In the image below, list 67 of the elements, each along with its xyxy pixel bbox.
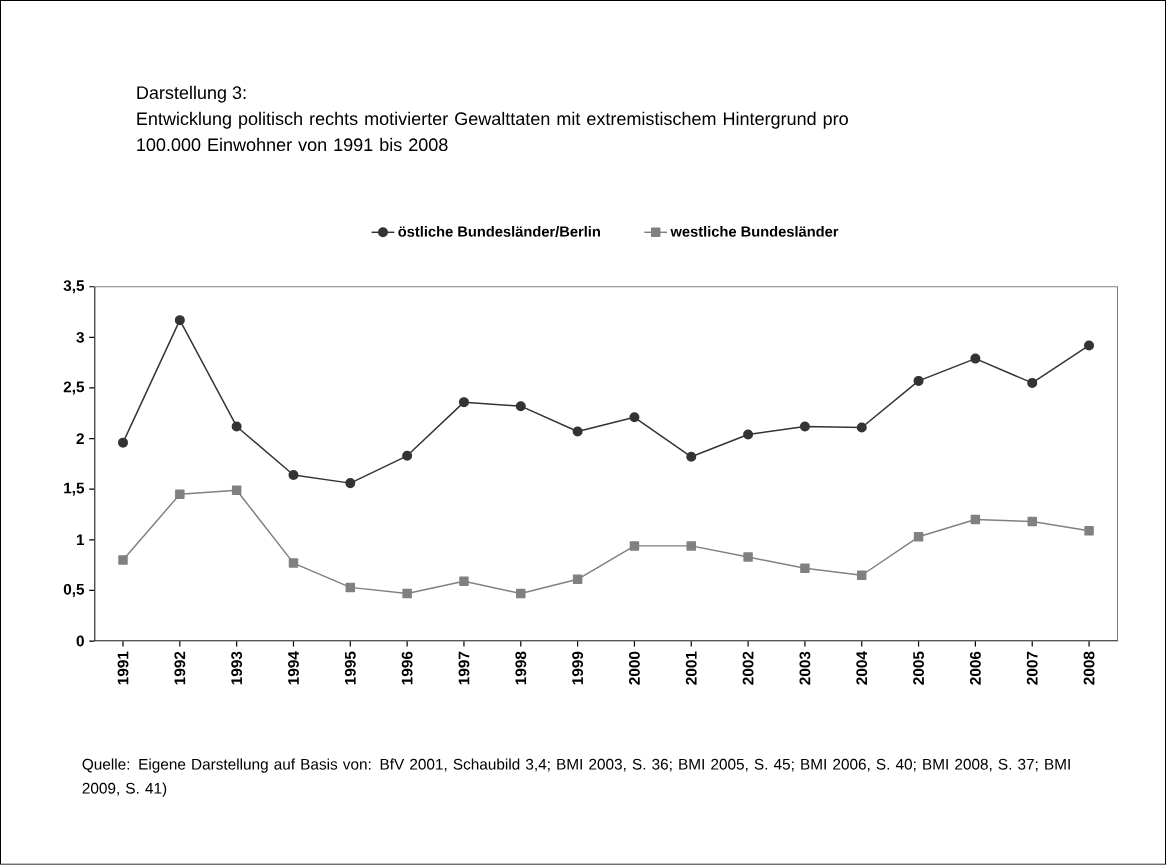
legend-label: westliche Bundesländer xyxy=(670,226,839,237)
x-tick-label: 2003 xyxy=(799,651,811,685)
y-tick-label: 3 xyxy=(76,332,84,343)
point xyxy=(345,582,356,593)
x-tick-label: 1999 xyxy=(572,651,584,685)
point xyxy=(288,558,299,568)
chart-subtitle: Entwicklung politisch rechts motivierter Gewalttaten mit extremistischem Hintergrund pro 100.000 Einwohner von 1991 bis 2008 xyxy=(137,111,848,152)
point xyxy=(175,489,185,500)
y-tick-label: 0,5 xyxy=(63,584,85,598)
point xyxy=(402,588,412,599)
chart-title: Darstellung 3: xyxy=(137,85,246,103)
point xyxy=(743,552,753,562)
x-tick-label: 2004 xyxy=(856,651,868,685)
point xyxy=(117,437,129,448)
point xyxy=(174,315,185,326)
x-tick-label: 2008 xyxy=(1083,651,1095,685)
y-tick-label: 2,5 xyxy=(63,381,85,395)
x-tick-label: 1993 xyxy=(231,651,243,685)
x-tick-label: 2001 xyxy=(685,651,697,685)
point xyxy=(629,541,640,551)
point xyxy=(629,412,640,423)
x-tick-label: 2002 xyxy=(742,651,754,685)
x-tick-label: 1992 xyxy=(174,651,186,685)
x-tick-label: 2000 xyxy=(629,651,640,685)
x-tick-label: 2006 xyxy=(969,651,981,685)
y-tick-label: 3,5 xyxy=(63,280,85,294)
point xyxy=(857,570,867,581)
x-tick-label: 1994 xyxy=(288,651,299,685)
x-tick-label: 1997 xyxy=(458,651,470,685)
point xyxy=(458,397,469,408)
point xyxy=(799,421,810,432)
point xyxy=(913,532,924,542)
x-tick-label: 2007 xyxy=(1026,651,1038,685)
point xyxy=(288,470,299,481)
y-tick-label: 2 xyxy=(76,433,84,445)
point xyxy=(231,485,242,496)
point xyxy=(572,574,583,585)
point xyxy=(516,588,526,599)
point xyxy=(686,451,697,462)
point xyxy=(572,426,583,437)
source-note: Quelle: Eigene Darstellung auf Basis von: BfV 2001, Schaubild 3,4; BMI 2003, S. 36; BMI 2005, S. 45; BMI 2006, S. 40; BMI 2008, S. 37; BMI 2009, S. 41) xyxy=(82,758,1070,797)
point xyxy=(515,401,526,412)
point xyxy=(1084,340,1095,351)
point xyxy=(800,563,810,574)
point xyxy=(402,450,413,461)
y-tick-label: 1 xyxy=(76,534,85,546)
point xyxy=(743,429,754,440)
legend-label: östliche Bundesländer/Berlin xyxy=(398,226,600,238)
x-tick-label: 1998 xyxy=(515,651,527,685)
point xyxy=(345,478,356,489)
point xyxy=(118,555,128,565)
y-tick-label: 0 xyxy=(76,635,84,647)
point xyxy=(686,541,697,551)
point xyxy=(1027,378,1038,389)
x-tick-label: 1996 xyxy=(401,651,413,685)
x-tick-label: 1991 xyxy=(117,651,129,685)
point xyxy=(1027,516,1037,527)
x-tick-label: 2005 xyxy=(913,651,924,685)
point xyxy=(231,421,242,432)
point xyxy=(970,514,981,525)
point xyxy=(970,353,981,364)
x-tick-label: 1995 xyxy=(344,651,356,685)
point xyxy=(856,422,867,433)
point xyxy=(459,576,469,587)
point xyxy=(913,376,924,387)
point xyxy=(1084,526,1094,536)
y-tick-label: 1,5 xyxy=(64,482,85,496)
